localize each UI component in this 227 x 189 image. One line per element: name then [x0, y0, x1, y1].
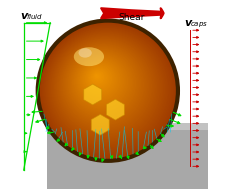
Ellipse shape — [66, 122, 165, 133]
Circle shape — [70, 51, 133, 114]
Circle shape — [87, 67, 110, 89]
Circle shape — [84, 64, 114, 94]
Polygon shape — [84, 84, 102, 105]
Circle shape — [44, 27, 169, 152]
Circle shape — [69, 50, 135, 116]
Circle shape — [93, 72, 102, 81]
Circle shape — [53, 35, 157, 139]
Polygon shape — [47, 123, 208, 130]
Text: $\mathit{fluid}$: $\mathit{fluid}$ — [26, 12, 43, 21]
Circle shape — [63, 45, 143, 124]
Circle shape — [95, 74, 99, 78]
Circle shape — [80, 61, 119, 99]
Circle shape — [40, 23, 176, 159]
Circle shape — [74, 54, 128, 109]
Circle shape — [75, 55, 127, 108]
Polygon shape — [91, 114, 109, 135]
Ellipse shape — [74, 47, 104, 66]
Circle shape — [62, 43, 146, 127]
Circle shape — [66, 47, 139, 120]
Circle shape — [88, 68, 109, 88]
Circle shape — [43, 25, 172, 155]
Circle shape — [68, 49, 136, 117]
Circle shape — [83, 63, 115, 95]
Circle shape — [79, 60, 120, 101]
Circle shape — [65, 46, 140, 121]
Circle shape — [85, 65, 112, 92]
Text: $\boldsymbol{v}$: $\boldsymbol{v}$ — [184, 18, 194, 28]
Circle shape — [71, 52, 132, 113]
Circle shape — [73, 53, 130, 110]
Circle shape — [90, 69, 106, 85]
Circle shape — [76, 56, 126, 106]
Text: $\mathit{caps}$: $\mathit{caps}$ — [190, 20, 208, 29]
Circle shape — [92, 71, 103, 83]
Text: Shear: Shear — [118, 13, 145, 22]
Circle shape — [48, 31, 164, 146]
Circle shape — [94, 73, 101, 80]
Ellipse shape — [79, 48, 92, 58]
Circle shape — [41, 24, 175, 157]
Circle shape — [56, 38, 153, 135]
Circle shape — [86, 66, 111, 91]
Circle shape — [49, 32, 163, 145]
Circle shape — [64, 46, 141, 123]
Circle shape — [89, 69, 107, 87]
Circle shape — [72, 53, 131, 112]
Circle shape — [62, 44, 144, 125]
Circle shape — [79, 59, 122, 102]
Circle shape — [77, 57, 124, 105]
Polygon shape — [47, 123, 208, 189]
Circle shape — [47, 30, 165, 148]
Circle shape — [42, 24, 173, 156]
Circle shape — [44, 26, 170, 153]
Circle shape — [58, 40, 151, 132]
Circle shape — [55, 37, 155, 137]
Circle shape — [82, 62, 116, 96]
Circle shape — [96, 75, 98, 77]
Polygon shape — [106, 99, 124, 120]
Circle shape — [36, 19, 180, 163]
Circle shape — [67, 48, 138, 119]
Circle shape — [78, 58, 123, 103]
Circle shape — [81, 61, 118, 98]
Circle shape — [61, 42, 147, 128]
Circle shape — [57, 39, 152, 134]
Circle shape — [51, 33, 160, 142]
Circle shape — [91, 70, 104, 84]
Circle shape — [45, 28, 168, 150]
Circle shape — [60, 41, 148, 130]
Text: $\boldsymbol{v}$: $\boldsymbol{v}$ — [20, 11, 30, 21]
Circle shape — [50, 32, 161, 143]
Circle shape — [46, 29, 167, 149]
Circle shape — [52, 34, 159, 141]
Circle shape — [54, 36, 156, 138]
Circle shape — [59, 40, 149, 131]
